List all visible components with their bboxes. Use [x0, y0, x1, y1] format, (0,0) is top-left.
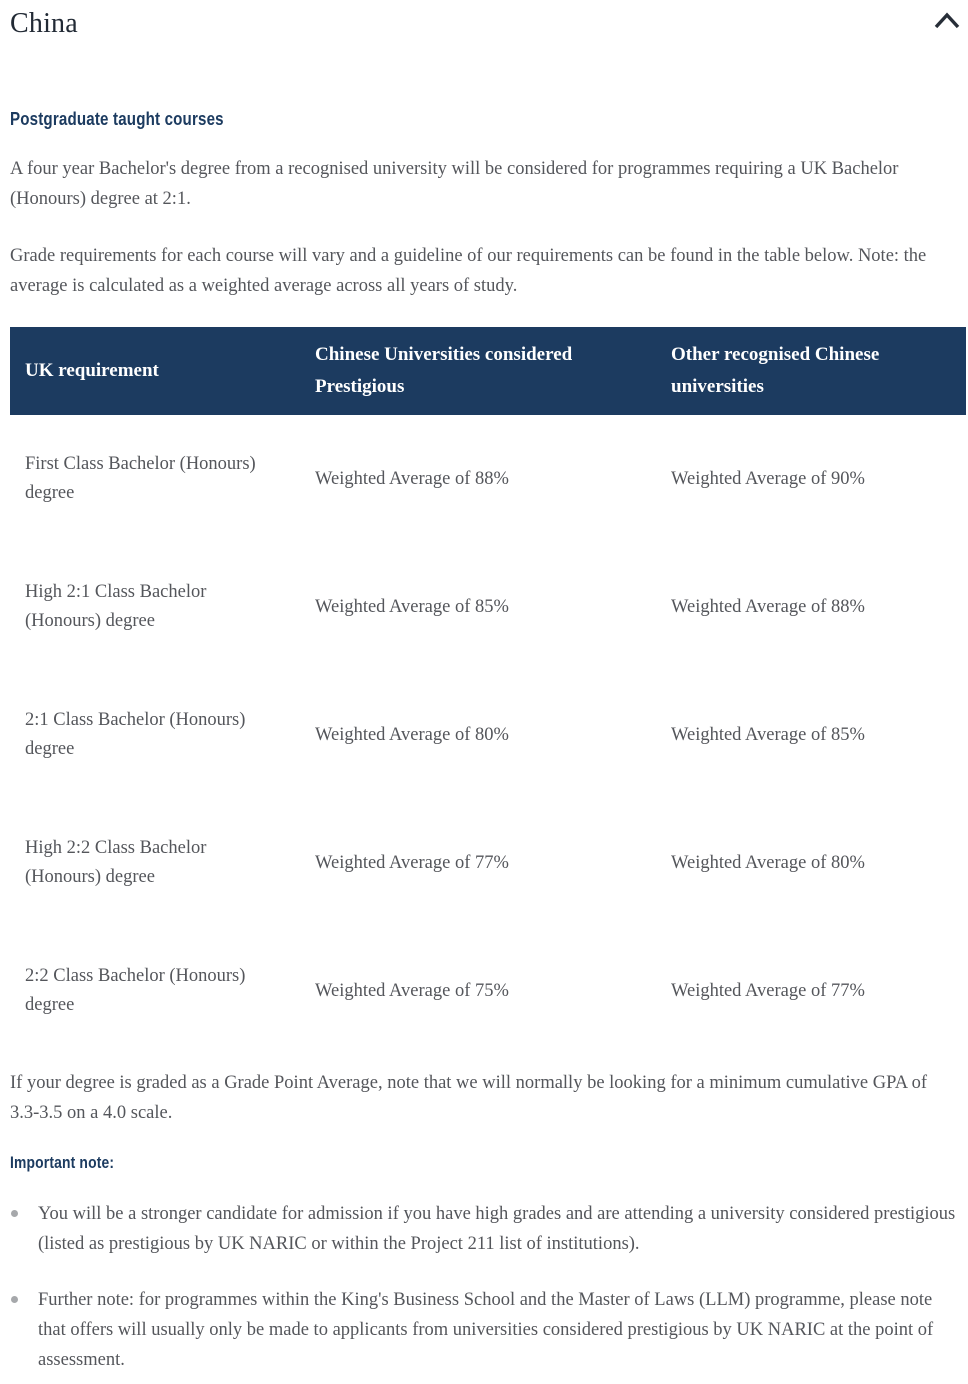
important-note-heading: Important note:: [10, 1154, 115, 1172]
list-item-text: You will be a stronger candidate for adm…: [38, 1204, 956, 1254]
requirements-table: UK requirement Chinese Universities cons…: [10, 327, 966, 1055]
grade-guideline-paragraph: Grade requirements for each course will …: [10, 246, 927, 296]
important-note-section: Important note: You will be a stronger c…: [0, 1154, 968, 1375]
list-item-text: Further note: for programmes within the …: [38, 1290, 934, 1370]
cell-requirement: 2:2 Class Bachelor (Honours) degree: [25, 966, 246, 1015]
accordion-header-china[interactable]: China: [0, 0, 968, 40]
postgraduate-heading: Postgraduate taught courses: [10, 109, 224, 129]
table-row: High 2:2 Class Bachelor (Honours) degree…: [10, 799, 966, 927]
cell-requirement: 2:1 Class Bachelor (Honours) degree: [25, 710, 246, 759]
table-row: First Class Bachelor (Honours) degree We…: [10, 415, 966, 543]
bullet-icon: [11, 1296, 18, 1303]
cell-prestigious: Weighted Average of 85%: [315, 596, 509, 617]
bullet-icon: [11, 1210, 18, 1217]
list-item: Further note: for programmes within the …: [10, 1285, 960, 1375]
cell-other: Weighted Average of 85%: [671, 724, 865, 745]
column-header-uk-requirement: UK requirement: [25, 360, 159, 381]
table-row: 2:1 Class Bachelor (Honours) degree Weig…: [10, 671, 966, 799]
cell-prestigious: Weighted Average of 77%: [315, 852, 509, 873]
cell-requirement: High 2:1 Class Bachelor (Honours) degree: [25, 582, 207, 631]
list-item: You will be a stronger candidate for adm…: [10, 1199, 960, 1259]
column-header-other-universities: Other recognised Chinese universities: [671, 344, 880, 397]
chevron-up-icon: [934, 11, 960, 28]
intro-paragraph: A four year Bachelor's degree from a rec…: [10, 159, 899, 209]
important-note-list: You will be a stronger candidate for adm…: [10, 1199, 968, 1375]
cell-other: Weighted Average of 90%: [671, 468, 865, 489]
cell-other: Weighted Average of 80%: [671, 852, 865, 873]
collapse-section-button[interactable]: [930, 6, 964, 40]
cell-prestigious: Weighted Average of 75%: [315, 980, 509, 1001]
cell-prestigious: Weighted Average of 88%: [315, 468, 509, 489]
cell-requirement: High 2:2 Class Bachelor (Honours) degree: [25, 838, 207, 887]
table-header-row: UK requirement Chinese Universities cons…: [10, 327, 966, 415]
cell-other: Weighted Average of 77%: [671, 980, 865, 1001]
table-row: High 2:1 Class Bachelor (Honours) degree…: [10, 543, 966, 671]
cell-prestigious: Weighted Average of 80%: [315, 724, 509, 745]
column-header-prestigious: Chinese Universities considered Prestigi…: [315, 344, 573, 397]
gpa-note-paragraph: If your degree is graded as a Grade Poin…: [10, 1073, 928, 1123]
cell-requirement: First Class Bachelor (Honours) degree: [25, 454, 256, 503]
cell-other: Weighted Average of 88%: [671, 596, 865, 617]
table-row: 2:2 Class Bachelor (Honours) degree Weig…: [10, 927, 966, 1055]
page-title: China: [10, 8, 78, 39]
